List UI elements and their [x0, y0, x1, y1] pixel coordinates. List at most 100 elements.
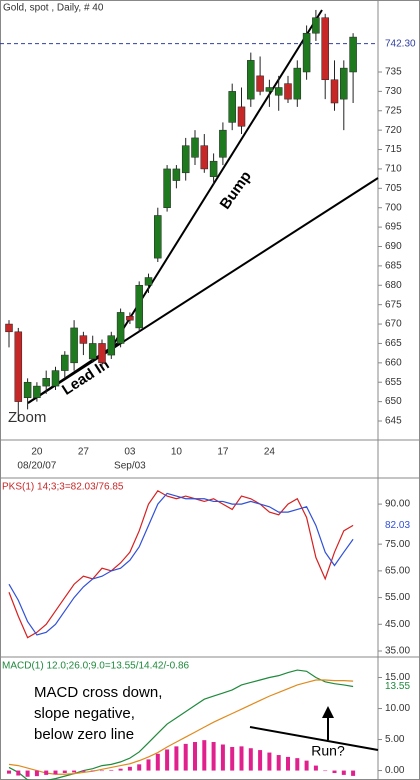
histogram-bar	[276, 755, 281, 771]
candle-body	[51, 370, 60, 387]
histogram-bar	[258, 750, 263, 771]
candle-body	[265, 87, 274, 92]
histogram-bar	[100, 770, 104, 772]
histogram-bar	[7, 770, 11, 774]
y-tick-label: 690	[385, 241, 402, 252]
histogram-bar	[90, 770, 95, 772]
candle-body	[5, 323, 13, 333]
y-tick-label: 680	[385, 280, 402, 291]
histogram-bar	[332, 770, 337, 774]
annotation: Bump	[217, 168, 255, 213]
histogram-bar	[183, 743, 188, 771]
x-tick-label: 10	[171, 447, 183, 458]
y-tick-label: 15.00	[385, 672, 410, 683]
y-tick-label: 715	[385, 144, 402, 155]
histogram-bar	[202, 740, 207, 771]
histogram-bar	[146, 759, 151, 771]
histogram-bar	[239, 746, 244, 771]
candle-body	[88, 343, 97, 360]
last-value-label: 82.03	[385, 520, 410, 531]
x-tick-sublabel: 08/20/07	[17, 461, 56, 472]
line-series	[8, 679, 354, 775]
x-tick-label: 27	[78, 447, 90, 458]
annotation: slope negative,	[34, 705, 135, 722]
candle-body	[116, 312, 125, 344]
y-tick-label: 720	[385, 125, 402, 136]
candle-body	[274, 87, 283, 96]
candle-body	[284, 83, 292, 100]
candle-body	[219, 129, 227, 158]
arrow-head	[322, 706, 334, 718]
trendline	[249, 726, 379, 751]
panel-title: MACD(1) 12.0;26.0;9.0=13.55/14.42/-0.86	[2, 661, 190, 672]
y-tick-label: 645	[385, 416, 402, 427]
histogram-bar	[25, 770, 30, 777]
candle-body	[107, 335, 116, 356]
x-tick-label: 17	[217, 447, 229, 458]
histogram-bar	[109, 769, 114, 771]
line-series	[8, 492, 354, 636]
chart-title: Gold, spot , Daily, # 40	[3, 3, 104, 14]
y-tick-label: 670	[385, 319, 402, 330]
x-tick-sublabel: Sep/03	[114, 461, 146, 472]
line-series	[8, 669, 354, 780]
histogram-bar	[53, 770, 58, 775]
candle-body	[154, 215, 162, 259]
candle-body	[191, 137, 199, 158]
y-tick-label: 45.00	[385, 619, 410, 630]
y-tick-label: 730	[385, 86, 402, 97]
histogram-bar	[267, 752, 272, 771]
histogram-bar	[127, 766, 132, 771]
candle-body	[79, 335, 88, 344]
y-tick-label: 665	[385, 338, 402, 349]
y-tick-label: 700	[385, 202, 402, 213]
candle-body	[14, 331, 23, 402]
histogram-bar	[16, 770, 21, 776]
histogram-bar	[62, 770, 67, 774]
x-tick-label: 03	[124, 447, 136, 458]
y-tick-label: 75.00	[385, 539, 410, 550]
candle-body	[209, 160, 218, 177]
histogram-bar	[193, 742, 197, 771]
last-value-label: 13.55	[385, 681, 410, 692]
candle-body	[228, 91, 236, 123]
candle-body	[200, 145, 209, 170]
candle-body	[302, 32, 311, 73]
candle-body	[247, 60, 255, 100]
candle-body	[256, 75, 264, 92]
x-tick-label: 20	[31, 447, 43, 458]
histogram-bar	[351, 770, 356, 776]
candle-body	[61, 354, 69, 371]
candle-body	[163, 168, 171, 208]
annotation: MACD cross down,	[34, 684, 162, 701]
line-series	[8, 489, 354, 639]
histogram-bar	[44, 770, 49, 775]
histogram-bar	[220, 744, 225, 771]
y-tick-label: 10.00	[385, 703, 410, 714]
histogram-bar	[313, 765, 318, 771]
y-tick-label: 65.00	[385, 566, 410, 577]
candle-body	[33, 385, 41, 398]
candle-body	[42, 378, 50, 387]
histogram-bar	[323, 770, 328, 772]
plot	[0, 9, 378, 421]
y-tick-label: 55.00	[385, 592, 410, 603]
x-tick-label: 24	[264, 447, 276, 458]
candle-body	[321, 17, 329, 80]
histogram-bar	[248, 748, 253, 771]
candle-body	[172, 168, 181, 181]
y-tick-label: 685	[385, 261, 402, 272]
histogram-bar	[341, 770, 346, 775]
y-tick-label: 0.00	[385, 765, 405, 776]
candle-body	[293, 67, 302, 100]
y-tick-label: 35.00	[385, 646, 410, 657]
y-tick-label: 735	[385, 67, 402, 78]
histogram-bar	[174, 746, 179, 771]
candle-body	[23, 381, 32, 398]
y-tick-label: 5.00	[385, 734, 405, 745]
histogram-bar	[155, 753, 160, 771]
histogram-bar	[118, 768, 123, 771]
candle-body	[349, 36, 357, 73]
y-tick-label: 660	[385, 357, 402, 368]
